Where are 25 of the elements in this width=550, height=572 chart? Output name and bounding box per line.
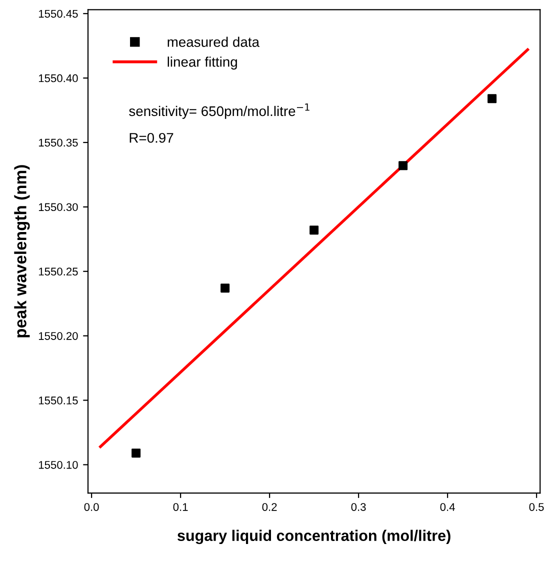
- legend-label: linear fitting: [168, 56, 237, 70]
- x-tick-label: 0.2: [262, 503, 277, 511]
- annotation: sensitivity= 650pm/mol.litre$^{−1}$: [129, 104, 310, 119]
- point: [488, 94, 497, 104]
- y-tick-label: 1550.35: [38, 138, 78, 147]
- x-tick-label: 0.1: [173, 503, 188, 511]
- y-tick-label: 1550.20: [38, 332, 78, 340]
- x-tick-label: 0.3: [351, 503, 366, 511]
- y-tick-label: 1550.40: [38, 74, 78, 82]
- y-tick-label: 1550.25: [38, 268, 78, 276]
- y-tick-label: 1550.45: [38, 10, 78, 18]
- x-tick-label: 0.5: [529, 503, 544, 511]
- point: [132, 448, 141, 458]
- point: [310, 226, 319, 235]
- y-tick-label: 1550.10: [38, 460, 78, 469]
- point: [220, 284, 230, 293]
- y-axis-title: peak wavelength (nm): [14, 165, 30, 338]
- y-tick-label: 1550.15: [38, 396, 78, 404]
- y-tick-label: 1550.30: [38, 203, 78, 212]
- x-axis-title: sugary liquid concentration (mol/litre): [178, 530, 450, 544]
- point: [398, 161, 408, 170]
- x-tick-label: 0.0: [84, 503, 99, 511]
- annotation: R=0.97: [130, 132, 174, 143]
- x-tick-label: 0.4: [440, 503, 455, 511]
- legend-label: measured data: [168, 36, 260, 47]
